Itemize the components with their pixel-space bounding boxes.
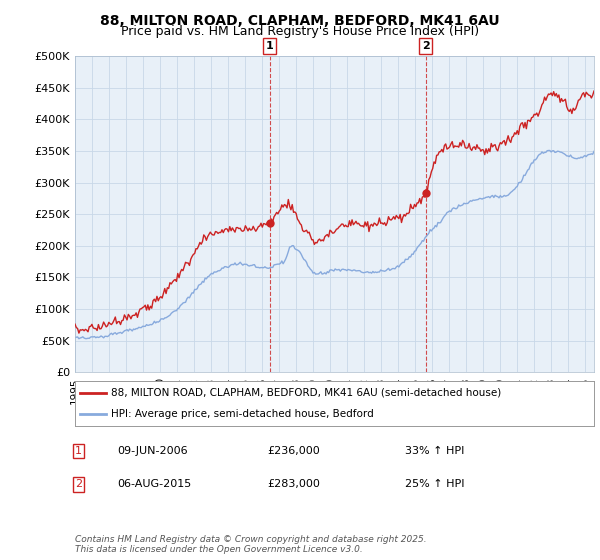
- Text: 06-AUG-2015: 06-AUG-2015: [117, 479, 191, 489]
- Text: 33% ↑ HPI: 33% ↑ HPI: [405, 446, 464, 456]
- Text: 2: 2: [422, 41, 430, 52]
- Text: 88, MILTON ROAD, CLAPHAM, BEDFORD, MK41 6AU (semi-detached house): 88, MILTON ROAD, CLAPHAM, BEDFORD, MK41 …: [112, 388, 502, 398]
- Text: 1: 1: [75, 446, 82, 456]
- Text: HPI: Average price, semi-detached house, Bedford: HPI: Average price, semi-detached house,…: [112, 408, 374, 418]
- Text: 88, MILTON ROAD, CLAPHAM, BEDFORD, MK41 6AU: 88, MILTON ROAD, CLAPHAM, BEDFORD, MK41 …: [100, 14, 500, 28]
- Text: 1: 1: [266, 41, 274, 52]
- Text: 25% ↑ HPI: 25% ↑ HPI: [405, 479, 464, 489]
- Text: £236,000: £236,000: [267, 446, 320, 456]
- Text: Contains HM Land Registry data © Crown copyright and database right 2025.
This d: Contains HM Land Registry data © Crown c…: [75, 535, 427, 554]
- Text: 09-JUN-2006: 09-JUN-2006: [117, 446, 188, 456]
- Text: Price paid vs. HM Land Registry's House Price Index (HPI): Price paid vs. HM Land Registry's House …: [121, 25, 479, 38]
- Text: £283,000: £283,000: [267, 479, 320, 489]
- Text: 2: 2: [75, 479, 82, 489]
